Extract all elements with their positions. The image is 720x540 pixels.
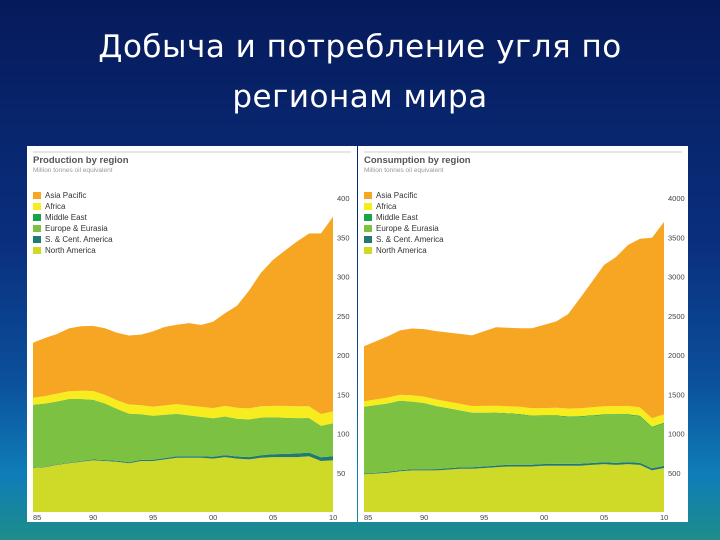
legend-label-europe-eurasia: Europe & Eurasia <box>376 224 439 233</box>
y-tick-label: 3000 <box>668 273 685 282</box>
y-tick-label: 400 <box>337 194 350 203</box>
legend-swatch-asia-pacific <box>364 192 372 199</box>
y-tick-label: 4000 <box>668 194 685 203</box>
x-tick-label: 10 <box>329 513 337 522</box>
legend-swatch-africa <box>33 203 41 210</box>
x-tick-label: 05 <box>600 513 608 522</box>
x-tick-label: 90 <box>420 513 428 522</box>
y-tick-label: 2000 <box>668 351 685 360</box>
area-north-america <box>364 464 664 512</box>
y-tick-label: 50 <box>337 469 345 478</box>
area-europe-eurasia <box>33 399 333 468</box>
legend-swatch-north-america <box>364 247 372 254</box>
x-tick-label: 95 <box>480 513 488 522</box>
legend-label-africa: Africa <box>45 202 66 211</box>
area-north-america <box>33 456 333 512</box>
production-chart: Production by region Million tonnes oil e… <box>27 146 357 522</box>
slide-title: Добыча и потребление угля по регионам ми… <box>0 22 720 122</box>
x-tick-label: 85 <box>33 513 41 522</box>
slide-title-line-1: Добыча и потребление угля по <box>98 29 622 65</box>
area-africa <box>364 394 664 427</box>
y-tick-label: 150 <box>337 390 350 399</box>
y-tick-label: 200 <box>337 351 350 360</box>
y-tick-label: 100 <box>337 430 350 439</box>
y-tick-label: 500 <box>668 469 681 478</box>
y-tick-label: 1000 <box>668 430 685 439</box>
legend-label-north-america: North America <box>376 246 427 255</box>
legend-label-s-cent-america: S. & Cent. America <box>45 235 113 244</box>
legend-label-s-cent-america: S. & Cent. America <box>376 235 444 244</box>
area-asia-pacific <box>33 216 333 414</box>
legend-swatch-middle-east <box>364 214 372 221</box>
legend-label-north-america: North America <box>45 246 96 255</box>
legend-swatch-europe-eurasia <box>364 225 372 232</box>
legend-label-europe-eurasia: Europe & Eurasia <box>45 224 108 233</box>
slide-title-line-2: регионам мира <box>232 79 488 115</box>
legend-swatch-africa <box>364 203 372 210</box>
x-tick-label: 00 <box>209 513 217 522</box>
x-tick-label: 95 <box>149 513 157 522</box>
chart-title: Production by region <box>33 155 129 166</box>
legend-label-middle-east: Middle East <box>45 213 88 222</box>
area-s-cent-america <box>33 452 333 468</box>
area-europe-eurasia <box>364 401 664 474</box>
area-s-cent-america <box>364 462 664 475</box>
legend-swatch-s-cent-america <box>364 236 372 243</box>
y-tick-label: 300 <box>337 273 350 282</box>
y-tick-label: 2500 <box>668 312 685 321</box>
x-tick-label: 10 <box>660 513 668 522</box>
legend-label-middle-east: Middle East <box>376 213 419 222</box>
x-tick-label: 05 <box>269 513 277 522</box>
area-middle-east <box>364 400 664 428</box>
y-tick-label: 250 <box>337 312 350 321</box>
legend-swatch-middle-east <box>33 214 41 221</box>
area-africa <box>33 390 333 426</box>
legend-label-asia-pacific: Asia Pacific <box>45 191 86 200</box>
legend-swatch-s-cent-america <box>33 236 41 243</box>
x-tick-label: 00 <box>540 513 548 522</box>
y-tick-label: 3500 <box>668 233 685 242</box>
chart-subtitle: Million tonnes oil equivalent <box>33 167 113 174</box>
chart-title: Consumption by region <box>364 155 471 166</box>
area-asia-pacific <box>364 222 664 419</box>
chart-subtitle: Million tonnes oil equivalent <box>364 167 444 174</box>
y-tick-label: 1500 <box>668 390 685 399</box>
y-tick-label: 350 <box>337 233 350 242</box>
legend-label-africa: Africa <box>376 202 397 211</box>
legend-swatch-asia-pacific <box>33 192 41 199</box>
legend-label-asia-pacific: Asia Pacific <box>376 191 417 200</box>
legend-swatch-europe-eurasia <box>33 225 41 232</box>
consumption-chart: Consumption by region Million tonnes oil … <box>358 146 688 522</box>
x-tick-label: 90 <box>89 513 97 522</box>
x-tick-label: 85 <box>364 513 372 522</box>
legend-swatch-north-america <box>33 247 41 254</box>
